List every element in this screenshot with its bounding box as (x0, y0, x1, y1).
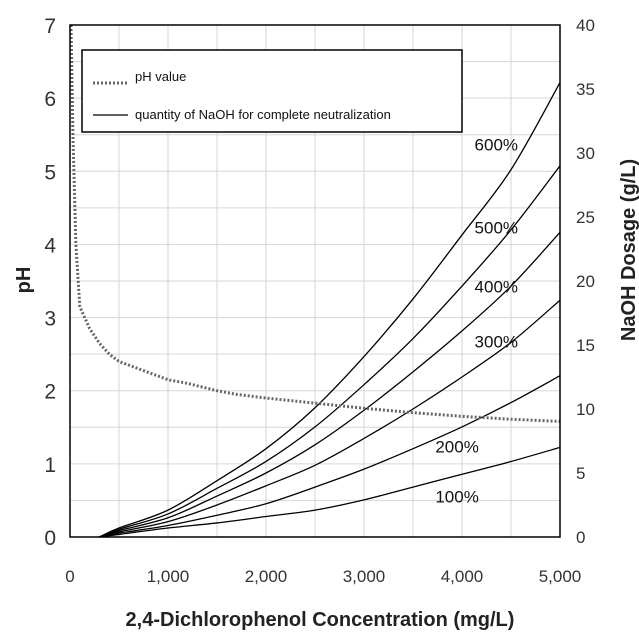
ph-line (69, 24, 561, 423)
y-tick-label: 7 (44, 15, 56, 38)
y2-tick-label: 25 (576, 208, 595, 227)
series-label-600pct: 600% (475, 135, 518, 154)
y2-axis-ticks: 0 5 10 15 20 25 30 35 40 (576, 16, 595, 547)
series-label-200pct: 200% (435, 438, 478, 457)
y2-tick-label: 0 (576, 528, 585, 547)
y2-tick-label: 40 (576, 16, 595, 35)
y-tick-label: 6 (44, 88, 56, 111)
legend: pH value quantity of NaOH for complete n… (81, 49, 463, 133)
x-tick-label: 2,000 (245, 567, 288, 586)
x-tick-label: 4,000 (441, 567, 484, 586)
y2-axis-title: NaOH Dosage (g/L) (618, 159, 639, 341)
series-label-400pct: 400% (475, 278, 518, 297)
series-label-100pct: 100% (435, 487, 478, 506)
naoh-line-300pct (99, 299, 561, 538)
y-axis-title: pH (13, 267, 35, 294)
y2-tick-label: 10 (576, 400, 595, 419)
x-tick-label: 0 (65, 567, 74, 586)
y2-tick-label: 30 (576, 144, 595, 163)
series-lines (69, 24, 561, 538)
x-axis-title: 2,4-Dichlorophenol Concentration (mg/L) (126, 609, 515, 631)
y-tick-label: 4 (44, 234, 56, 257)
naoh-line-500pct (99, 165, 561, 538)
y2-tick-label: 5 (576, 464, 585, 483)
y-tick-label: 2 (44, 381, 56, 404)
series-labels: 100% 200% 300% 400% 500% 600% (435, 135, 518, 506)
x-tick-label: 1,000 (147, 567, 190, 586)
y2-tick-label: 15 (576, 336, 595, 355)
x-axis-ticks: 0 1,000 2,000 3,000 4,000 5,000 (65, 567, 581, 586)
y-tick-label: 1 (44, 454, 56, 477)
legend-box (81, 49, 463, 133)
y2-tick-label: 20 (576, 272, 595, 291)
legend-label-naoh: quantity of NaOH for complete neutraliza… (135, 107, 391, 122)
naoh-line-600pct (99, 82, 561, 538)
naoh-line-100pct (99, 446, 561, 538)
x-tick-label: 3,000 (343, 567, 386, 586)
series-label-500pct: 500% (475, 219, 518, 238)
y2-tick-label: 35 (576, 80, 595, 99)
y-tick-label: 3 (44, 308, 56, 331)
y-tick-label: 5 (44, 161, 56, 184)
naoh-line-400pct (99, 231, 561, 538)
plot-frame (69, 24, 561, 538)
y-tick-label: 0 (44, 527, 56, 550)
x-tick-label: 5,000 (539, 567, 582, 586)
series-label-300pct: 300% (475, 333, 518, 352)
legend-label-ph: pH value (135, 69, 186, 84)
naoh-line-200pct (99, 375, 561, 538)
y-axis-ticks: 0 1 2 3 4 5 6 7 (44, 15, 56, 550)
